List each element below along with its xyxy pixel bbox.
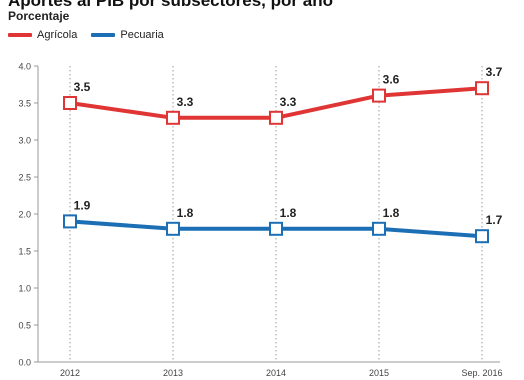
x-tick-label: 2013 bbox=[163, 368, 183, 378]
chart-title: Aportes al PIB por subsectores, por año bbox=[8, 0, 333, 10]
data-label-agricola: 3.3 bbox=[177, 95, 194, 109]
y-tick-label: 2.5 bbox=[18, 173, 31, 183]
data-point-agricola bbox=[63, 96, 77, 110]
y-tick-label: 1.0 bbox=[18, 284, 31, 294]
data-label-agricola: 3.7 bbox=[486, 65, 503, 79]
data-point-agricola bbox=[475, 81, 489, 96]
y-tick-label: 2.0 bbox=[18, 210, 31, 220]
data-label-agricola: 3.6 bbox=[383, 73, 400, 87]
data-point-agricola bbox=[269, 110, 283, 125]
data-label-pecuaria: 1.8 bbox=[177, 206, 194, 220]
legend-swatch-pecuaria bbox=[91, 33, 116, 37]
data-label-pecuaria: 1.9 bbox=[74, 198, 91, 212]
x-tick-label: 2015 bbox=[369, 368, 389, 378]
data-point-pecuaria bbox=[475, 229, 489, 244]
data-label-pecuaria: 1.8 bbox=[280, 206, 297, 220]
x-tick-label: Sep. 2016 bbox=[461, 368, 502, 378]
y-tick-label: 0.5 bbox=[18, 321, 31, 331]
legend: Agrícola Pecuaria bbox=[8, 29, 164, 41]
legend-item-pecuaria: Pecuaria bbox=[91, 29, 164, 41]
legend-label-agricola: Agrícola bbox=[37, 29, 78, 41]
y-tick-label: 3.0 bbox=[18, 136, 31, 146]
data-label-agricola: 3.5 bbox=[74, 80, 91, 94]
data-point-pecuaria bbox=[372, 221, 386, 236]
data-point-agricola bbox=[166, 110, 180, 125]
x-tick-label: 2012 bbox=[60, 368, 80, 378]
legend-swatch-agricola bbox=[8, 33, 32, 37]
data-point-pecuaria bbox=[166, 221, 180, 236]
data-label-agricola: 3.3 bbox=[280, 95, 297, 109]
data-label-pecuaria: 1.7 bbox=[486, 213, 503, 227]
y-tick-label: 1.5 bbox=[18, 247, 31, 257]
x-tick-label: 2014 bbox=[266, 368, 286, 378]
y-axis-label: Porcentaje bbox=[8, 9, 70, 23]
y-tick-label: 0.0 bbox=[18, 358, 31, 368]
y-tick-label: 3.5 bbox=[18, 99, 31, 109]
legend-label-pecuaria: Pecuaria bbox=[120, 29, 164, 41]
legend-item-agricola: Agrícola bbox=[8, 29, 77, 41]
data-point-pecuaria bbox=[63, 214, 77, 229]
data-point-pecuaria bbox=[269, 221, 283, 236]
y-tick-label: 4.0 bbox=[18, 62, 31, 72]
data-label-pecuaria: 1.8 bbox=[383, 206, 400, 220]
data-point-agricola bbox=[372, 88, 386, 103]
